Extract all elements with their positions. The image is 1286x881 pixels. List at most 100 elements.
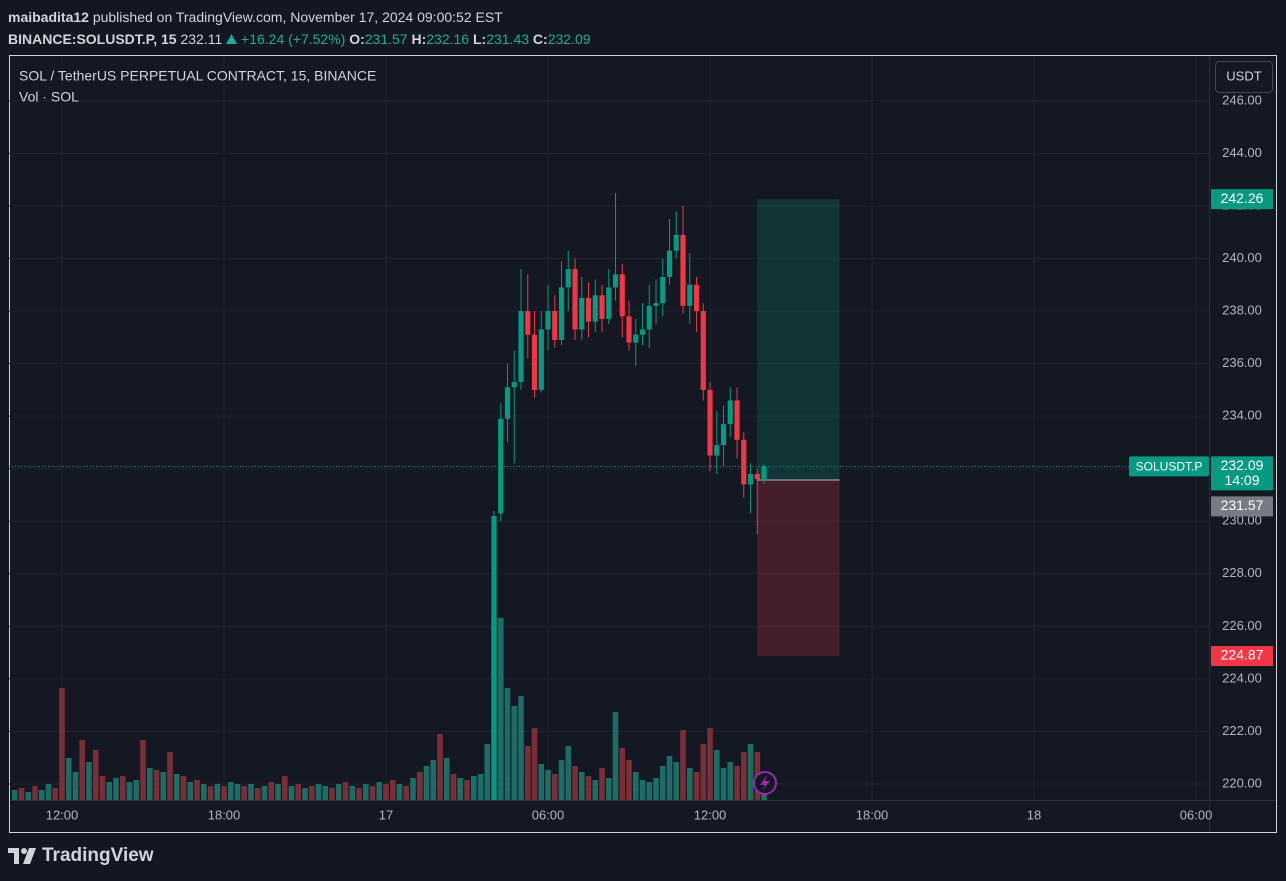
candle-body xyxy=(653,303,659,306)
volume-bar xyxy=(167,752,173,800)
candle-body xyxy=(680,234,686,306)
change-text: +16.24 (+7.52%) xyxy=(241,31,346,47)
volume-bar xyxy=(32,786,38,800)
currency-label: USDT xyxy=(1226,68,1261,83)
volume-bar xyxy=(531,728,538,800)
published: published on TradingView.com, November 1… xyxy=(92,9,503,25)
candle-body xyxy=(646,305,652,330)
volume-bar xyxy=(639,780,646,800)
volume-bar xyxy=(65,758,72,800)
volume-bar xyxy=(740,752,747,800)
volume-bar xyxy=(565,746,572,800)
volume-bar xyxy=(511,706,518,800)
candle-body xyxy=(491,516,497,800)
volume-bar xyxy=(342,782,349,800)
grid xyxy=(9,56,1209,800)
volume-bar xyxy=(200,784,207,800)
volume-bar xyxy=(383,784,389,800)
volume-bar xyxy=(214,784,221,800)
candle-body xyxy=(511,382,517,388)
volume-bar xyxy=(410,778,416,800)
volume-bar xyxy=(423,766,430,800)
header: maibadita12 published on TradingView.com… xyxy=(8,6,591,50)
y-tick-label: 228.00 xyxy=(1222,565,1262,580)
volume-bar xyxy=(713,750,720,800)
up-arrow xyxy=(226,34,238,44)
y-tick-label: 240.00 xyxy=(1222,250,1262,265)
volume-bar xyxy=(133,780,140,800)
candle-body xyxy=(714,445,720,456)
volume-bar xyxy=(295,784,302,800)
volume-bar xyxy=(551,774,558,800)
axes: 220.00 222.00 224.00 226.00 228.00 230.00 232.… xyxy=(46,61,1273,822)
quote-line: BINANCE:SOLUSDT.P, 15 232.11 +16.24 (+7.… xyxy=(8,28,591,50)
volume-bar xyxy=(430,760,437,800)
stop-zone xyxy=(757,480,840,657)
volume-bar xyxy=(578,772,585,800)
stop-tag xyxy=(1211,646,1273,667)
lightning-icon xyxy=(753,771,777,795)
volume-bar xyxy=(470,776,477,800)
volume-bar xyxy=(727,762,734,800)
candle-body xyxy=(606,287,612,319)
volume-bar xyxy=(747,744,754,800)
candle-body xyxy=(673,234,679,251)
y-tick-label: 236.00 xyxy=(1222,355,1262,370)
footer: TradingView xyxy=(8,845,154,867)
ohlc-label: O: xyxy=(349,31,365,47)
volume-bar xyxy=(389,780,396,800)
y-tick-label: 246.00 xyxy=(1222,92,1262,107)
volume-bar xyxy=(666,756,673,800)
volume-bar xyxy=(194,780,200,800)
volume-bar xyxy=(646,782,653,800)
symbol-tag-label: SOLUSDT.P xyxy=(1136,460,1203,474)
volume-bar xyxy=(659,766,666,800)
candle-body xyxy=(558,287,565,340)
candle-body xyxy=(565,269,571,288)
candle-body xyxy=(633,334,639,343)
candle-body xyxy=(734,400,740,440)
candle-body xyxy=(741,439,747,485)
last-price-tag xyxy=(1211,456,1273,491)
volume-bar xyxy=(86,762,92,800)
candle-body xyxy=(666,250,673,277)
volume-bar xyxy=(59,688,65,800)
ohlc-value: 231.57 xyxy=(364,31,408,47)
candle-body xyxy=(639,329,646,335)
volume-bar xyxy=(227,782,234,800)
volume-bar xyxy=(106,782,113,800)
candle-body xyxy=(538,329,544,390)
candle-body xyxy=(498,418,504,514)
volume-bar xyxy=(599,768,605,800)
volume-bar xyxy=(477,774,484,800)
volume-bar xyxy=(11,790,18,800)
volume-bar xyxy=(329,788,335,800)
volume-bar xyxy=(119,776,126,800)
price: 232.11 xyxy=(180,31,223,47)
volume-bar xyxy=(92,750,99,800)
volume-bar xyxy=(484,744,491,800)
volume-bar xyxy=(187,782,194,800)
volume-bar xyxy=(308,786,315,800)
volume-bar xyxy=(288,786,295,800)
volume-bar xyxy=(52,788,59,800)
candle-body xyxy=(693,284,700,312)
volume-bar xyxy=(335,784,342,800)
volume-bar xyxy=(234,784,241,800)
volume-bar xyxy=(545,770,551,800)
currency-button[interactable] xyxy=(1215,61,1273,93)
ohlc-value: 231.43 xyxy=(486,31,530,47)
y-tick-label: 238.00 xyxy=(1222,303,1262,318)
x-tick-label: 06:00 xyxy=(1180,807,1213,822)
y-tick-label: 234.00 xyxy=(1222,408,1262,423)
candle-body xyxy=(754,473,760,480)
chart-title: SOL / TetherUS PERPETUAL CONTRACT, 15, B… xyxy=(19,68,376,84)
volume-bar xyxy=(18,788,25,800)
volume-bar xyxy=(38,790,45,800)
volume-bar xyxy=(221,786,227,800)
volume-bar xyxy=(79,740,86,800)
volume-bar xyxy=(686,768,693,800)
volume-bar xyxy=(457,778,464,800)
volume-bar xyxy=(369,786,376,800)
y-tick-label: 220.00 xyxy=(1222,775,1262,790)
